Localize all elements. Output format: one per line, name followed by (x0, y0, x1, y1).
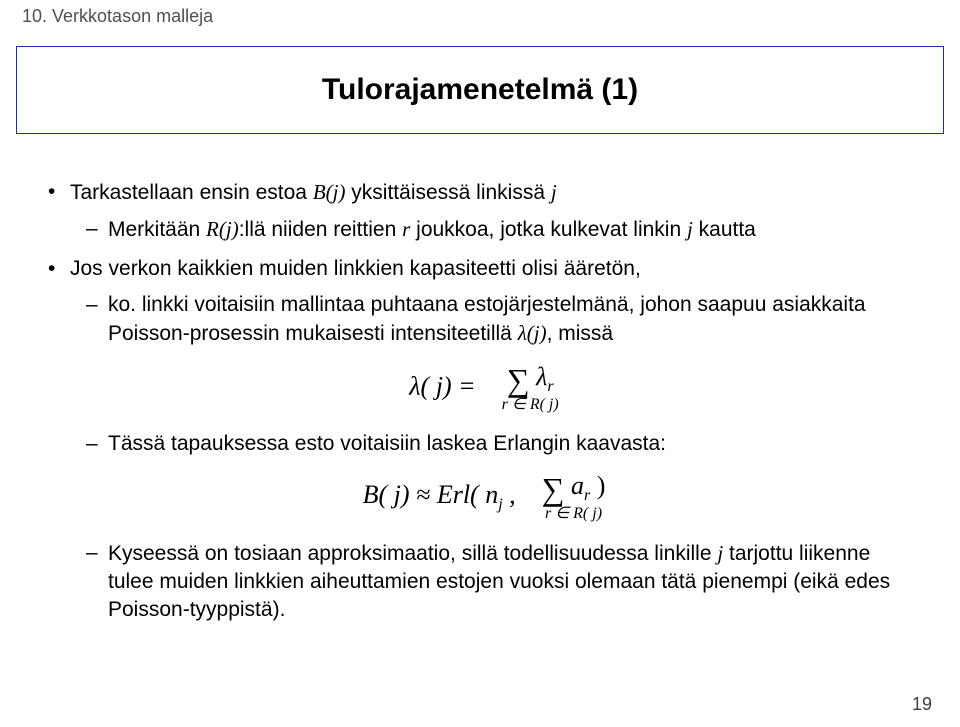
sum-block: ∑ λr r ∈ R( j) (502, 363, 559, 414)
sigma-icon: ∑ (542, 472, 565, 507)
bullet-3: Jos verkon kaikkien muiden linkkien kapa… (48, 255, 920, 283)
lambda-r: λr (536, 362, 554, 391)
sub: r (584, 487, 590, 504)
content-area: Tarkastellaan ensin estoa B(j) yksittäis… (48, 168, 920, 633)
formula-1: λ( j) = ∑ λr r ∈ R( j) (48, 363, 920, 414)
text: :llä niiden reittien (239, 218, 402, 241)
sigma-icon: ∑ (507, 363, 530, 398)
text: B( j) ≈ Erl( n (363, 480, 499, 509)
text: ko. linkki voitaisiin mallintaa puhtaana… (108, 293, 866, 345)
text: joukkoa, jotka kulkevat linkin (410, 218, 687, 241)
title-box: Tulorajamenetelmä (1) (16, 46, 944, 134)
formula-left: λ( j) = (409, 371, 475, 400)
bullet-5: Tässä tapauksessa esto voitaisiin laskea… (86, 430, 920, 458)
sum-block: ∑ ar ) r ∈ R( j) (542, 472, 606, 523)
text: yksittäisessä linkissä (345, 181, 550, 204)
text: , (503, 480, 516, 509)
bullet-1: Tarkastellaan ensin estoa B(j) yksittäis… (48, 178, 920, 207)
bullet-2: Merkitään R(j):llä niiden reittien r jou… (86, 215, 920, 244)
formula-2: B( j) ≈ Erl( nj , ∑ ar ) r ∈ R( j) (48, 472, 920, 523)
page-number: 19 (912, 694, 932, 715)
text: λ (536, 362, 547, 391)
var-lambda-j: λ(j) (518, 321, 547, 345)
bullet-6: Kyseessä on tosiaan approksimaatio, sill… (86, 539, 920, 625)
page-title: Tulorajamenetelmä (1) (322, 73, 638, 106)
text: a (571, 471, 584, 500)
var-rj: R(j) (206, 217, 239, 241)
a-r: ar (571, 471, 597, 500)
text: ) (597, 471, 606, 500)
var-bj: B(j) (313, 180, 346, 204)
text: Kyseessä on tosiaan approksimaatio, sill… (108, 542, 717, 565)
sub: r (547, 378, 553, 395)
var-j: j (551, 180, 557, 204)
chapter-header: 10. Verkkotason malleja (22, 6, 213, 27)
formula-left: B( j) ≈ Erl( nj , (363, 480, 523, 509)
text: , missä (547, 322, 614, 345)
sum-range: r ∈ R( j) (542, 505, 606, 523)
sum-range: r ∈ R( j) (502, 396, 559, 414)
text: Merkitään (108, 218, 206, 241)
text: kautta (693, 218, 756, 241)
text: Tarkastellaan ensin estoa (70, 181, 313, 204)
bullet-4: ko. linkki voitaisiin mallintaa puhtaana… (86, 291, 920, 349)
